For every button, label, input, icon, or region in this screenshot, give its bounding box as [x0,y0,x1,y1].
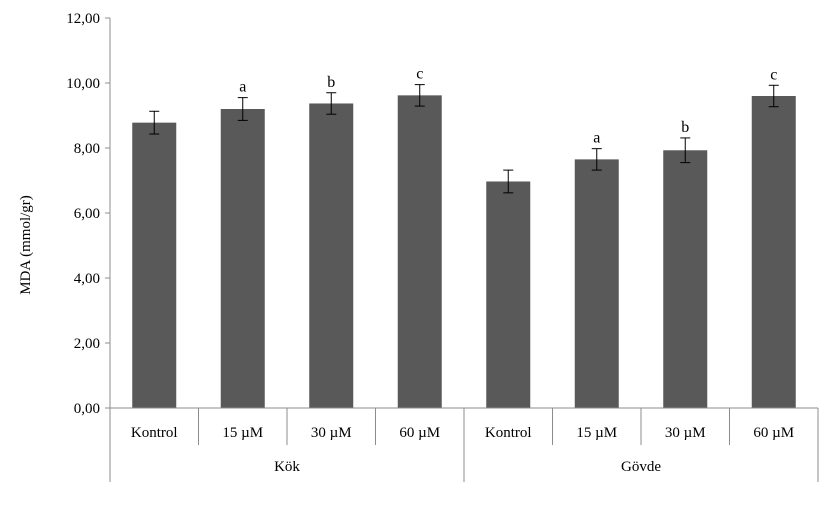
y-tick-label: 6,00 [74,206,100,222]
y-tick-label: 2,00 [74,336,100,352]
bar [574,159,619,408]
bar [309,103,354,408]
y-tick-label: 10,00 [66,76,100,92]
x-group-label: Kök [274,459,300,475]
bar [751,96,796,408]
x-axis: Kontrol 15 µM 30 µM 60 µM Kök Kontrol 15 µM 30 … [109,407,819,482]
bar [397,95,442,408]
bar [486,181,531,408]
y-axis-label: MDA (mmol/gr) [18,195,34,295]
x-group-label: Gövde [621,459,661,475]
significance-label: b [327,74,335,91]
y-tick-label: 0,00 [74,401,100,417]
y-tick-label: 12,00 [66,11,100,27]
bar [132,122,177,409]
x-tick-label: 60 µM [753,425,794,441]
plot-area: a b c a b c [132,66,796,409]
significance-label: a [239,79,246,96]
y-axis: 0,00 2,00 4,00 6,00 8,00 10,00 12,00 [66,11,111,417]
y-tick-label: 8,00 [74,141,100,157]
x-tick-label: Kontrol [131,425,178,441]
x-tick-label: 60 µM [399,425,440,441]
bar [663,150,708,408]
significance-label: b [681,119,689,136]
x-tick-label: Kontrol [485,425,532,441]
x-tick-label: 15 µM [576,425,617,441]
bar [220,109,265,408]
significance-label: a [593,130,600,147]
significance-label: c [770,66,777,83]
x-tick-label: 15 µM [222,425,263,441]
y-tick-label: 4,00 [74,271,100,287]
significance-label: c [416,66,423,83]
x-tick-label: 30 µM [311,425,352,441]
x-tick-label: 30 µM [665,425,706,441]
